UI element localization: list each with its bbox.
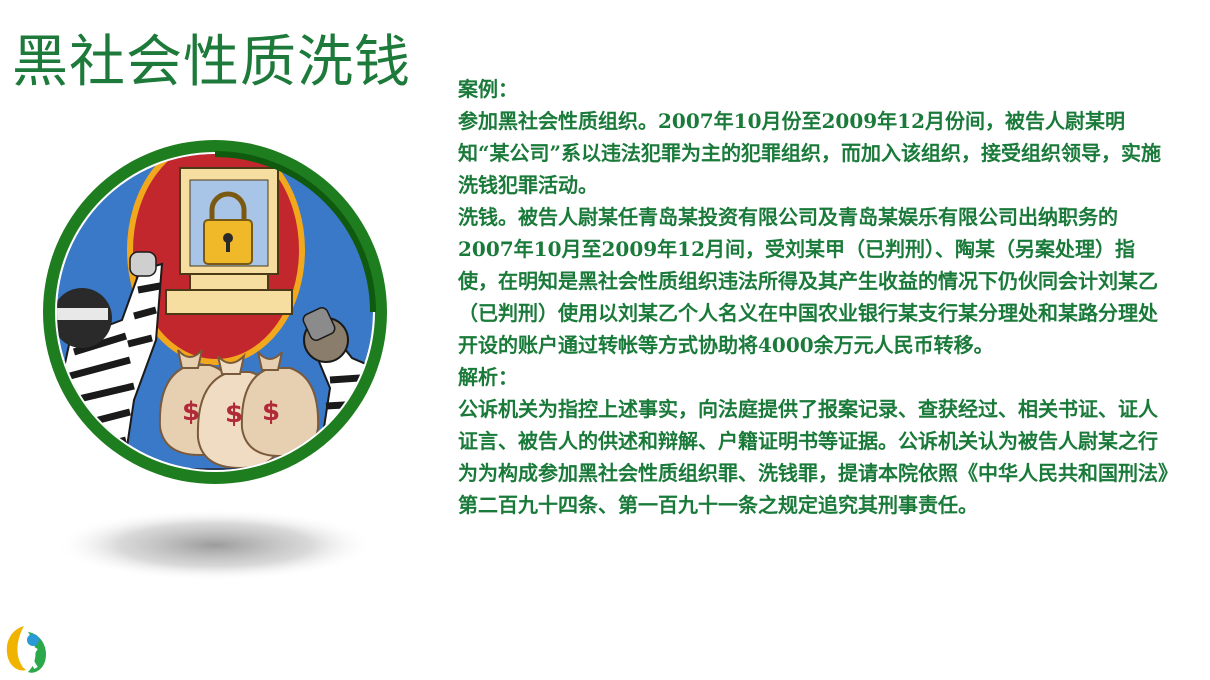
monitor-stand (189, 273, 269, 291)
slide-title: 黑社会性质洗钱 (12, 30, 411, 95)
money-symbol: $ (262, 397, 280, 427)
case-body-text: 案例： 参加黑社会性质组织。2007年10月份至2009年12月份间，被告人尉某… (458, 73, 1168, 521)
money-laundering-illustration: $ $ $ (30, 140, 420, 590)
case-paragraph-laundering: 洗钱。被告人尉某任青岛某投资有限公司及青岛某娱乐有限公司出纳职务的2007年10… (458, 205, 1158, 357)
case-paragraph-organization: 参加黑社会性质组织。2007年10月份至2009年12月份间，被告人尉某明知“某… (458, 109, 1162, 197)
analysis-paragraph: 公诉机关为指控上述事实，向法庭提供了报案记录、查获经过、相关书证、证人证言、被告… (458, 397, 1168, 517)
disc-shadow (55, 509, 375, 581)
money-bags: $ $ $ (158, 349, 320, 470)
money-symbol: $ (225, 399, 243, 429)
money-symbol: $ (182, 397, 200, 427)
money-laundering-thieves-illustration: $ $ $ (43, 140, 387, 581)
case-heading: 案例： (458, 77, 518, 101)
analysis-heading: 解析： (458, 365, 518, 389)
company-logo-icon (2, 622, 52, 674)
keyboard (165, 289, 293, 315)
